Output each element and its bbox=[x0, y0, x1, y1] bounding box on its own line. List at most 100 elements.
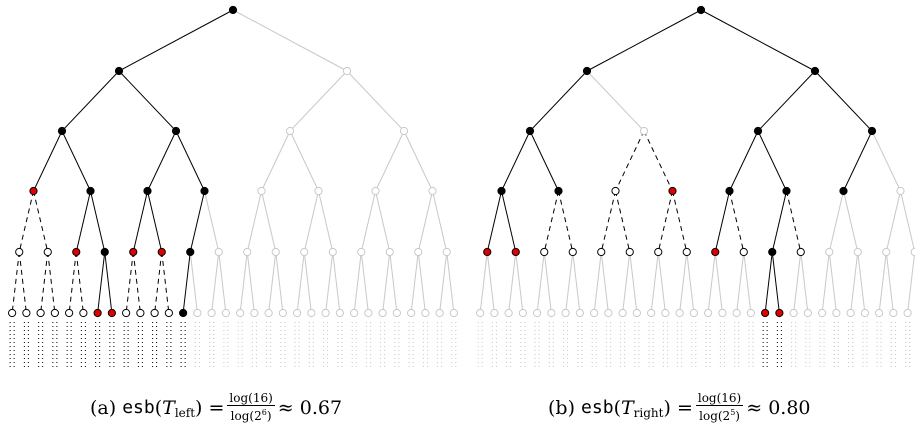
right-tree-edge bbox=[828, 190, 844, 253]
right-tree-edge bbox=[764, 251, 773, 314]
right-tree-node bbox=[639, 126, 649, 136]
left-tree-node bbox=[314, 186, 323, 196]
left-tree-node bbox=[57, 126, 67, 136]
left-tree-node bbox=[50, 308, 59, 318]
left-tree-edge bbox=[75, 190, 91, 253]
left-tree-edge bbox=[211, 251, 220, 314]
left-tree-edge bbox=[246, 251, 255, 314]
left-tree-edge bbox=[403, 130, 433, 192]
left-tree-node bbox=[278, 308, 287, 318]
caption-label: (a) bbox=[90, 396, 117, 419]
left-tree-edge bbox=[346, 70, 405, 132]
left-tree-edge bbox=[261, 190, 277, 253]
right-tree-node bbox=[839, 186, 848, 196]
left-tree-edge bbox=[360, 251, 369, 314]
left-tree-node bbox=[179, 308, 188, 318]
left-tree-node bbox=[36, 308, 45, 318]
right-tree-node bbox=[604, 308, 613, 318]
caption-tree-letter: T bbox=[162, 396, 175, 419]
left-tree-node bbox=[307, 308, 316, 318]
left-tree-edge bbox=[104, 251, 113, 314]
right-tree-node bbox=[618, 308, 627, 318]
left-tree-edge bbox=[289, 130, 319, 192]
left-tree-node bbox=[107, 308, 116, 318]
caption-fraction: log(16) log(25) bbox=[695, 392, 744, 423]
left-tree-edge bbox=[382, 251, 391, 314]
caption-equals: = bbox=[676, 396, 693, 419]
right-tree-node bbox=[789, 308, 798, 318]
right-tree-node bbox=[518, 308, 527, 318]
right-tree-node bbox=[511, 247, 520, 257]
right-tree-edge bbox=[871, 130, 901, 192]
right-tree-node bbox=[853, 247, 862, 257]
caption-tree-subscript: right bbox=[633, 405, 664, 420]
right-tree-node bbox=[597, 247, 606, 257]
left-tree-node bbox=[186, 247, 195, 257]
right-tree-node bbox=[476, 308, 485, 318]
left-tree-edge bbox=[232, 9, 348, 72]
right-tree-node bbox=[554, 186, 563, 196]
left-tree-node bbox=[8, 308, 17, 318]
left-tree-edge bbox=[147, 130, 177, 192]
left-tree-edge bbox=[90, 190, 106, 253]
right-tree-node bbox=[504, 308, 513, 318]
left-tree-node bbox=[100, 247, 109, 257]
left-tree-node bbox=[407, 308, 416, 318]
right-tree-edge bbox=[700, 9, 816, 72]
left-tree-edge bbox=[61, 130, 91, 192]
left-tree-edge bbox=[61, 70, 120, 132]
right-tree-edge bbox=[643, 130, 673, 192]
left-tree-edge bbox=[33, 130, 63, 192]
left-tree-edge bbox=[47, 251, 56, 314]
caption-tree-subscript: left bbox=[174, 405, 196, 420]
right-tree-node bbox=[675, 308, 684, 318]
right-tree-node bbox=[867, 126, 877, 136]
left-tree-node bbox=[164, 308, 173, 318]
right-tree-node bbox=[775, 308, 784, 318]
right-tree-edge bbox=[629, 251, 638, 314]
left-tree-node bbox=[129, 247, 138, 257]
right-tree-node bbox=[803, 308, 812, 318]
right-tree-node bbox=[696, 5, 706, 15]
left-tree-node bbox=[171, 126, 181, 136]
left-tree-edge bbox=[18, 251, 27, 314]
left-tree-node bbox=[357, 247, 366, 257]
left-tree-node bbox=[399, 126, 409, 136]
right-tree-node bbox=[497, 186, 506, 196]
left-tree-edge bbox=[432, 190, 448, 253]
right-tree-node bbox=[647, 308, 656, 318]
denominator-close: ) bbox=[735, 409, 740, 423]
right-tree-node bbox=[910, 247, 915, 257]
right-tree-edge bbox=[729, 190, 745, 253]
right-tree-edge bbox=[508, 251, 517, 314]
right-tree-node bbox=[590, 308, 599, 318]
right-tree-node bbox=[525, 126, 535, 136]
right-tree-node bbox=[882, 247, 891, 257]
right-tree-node bbox=[810, 66, 820, 76]
left-tree-edge bbox=[375, 130, 405, 192]
right-tree-edge bbox=[800, 251, 809, 314]
right-tree-edge bbox=[536, 251, 545, 314]
left-tree-edge bbox=[189, 251, 198, 314]
right-tree-node bbox=[732, 308, 741, 318]
right-tree-node bbox=[860, 308, 869, 318]
left-tree-node bbox=[321, 308, 330, 318]
right-tree-edge bbox=[479, 251, 488, 314]
right-tree-edge bbox=[558, 190, 574, 253]
left-tree-node bbox=[335, 308, 344, 318]
right-tree-edge bbox=[486, 251, 495, 314]
right-tree-edge bbox=[736, 251, 745, 314]
right-tree-node bbox=[753, 126, 763, 136]
left-tree-node bbox=[264, 308, 273, 318]
right-tree-node bbox=[739, 247, 748, 257]
right-tree-node bbox=[625, 247, 634, 257]
right-tree-node bbox=[846, 308, 855, 318]
denominator-base: log(2 bbox=[230, 409, 262, 423]
left-tree-edge bbox=[275, 251, 284, 314]
left-tree-edge bbox=[439, 251, 448, 314]
caption-function: esb bbox=[122, 397, 155, 418]
left-tree-node bbox=[200, 186, 209, 196]
left-tree-node bbox=[221, 308, 230, 318]
right-tree-edge bbox=[885, 251, 894, 314]
